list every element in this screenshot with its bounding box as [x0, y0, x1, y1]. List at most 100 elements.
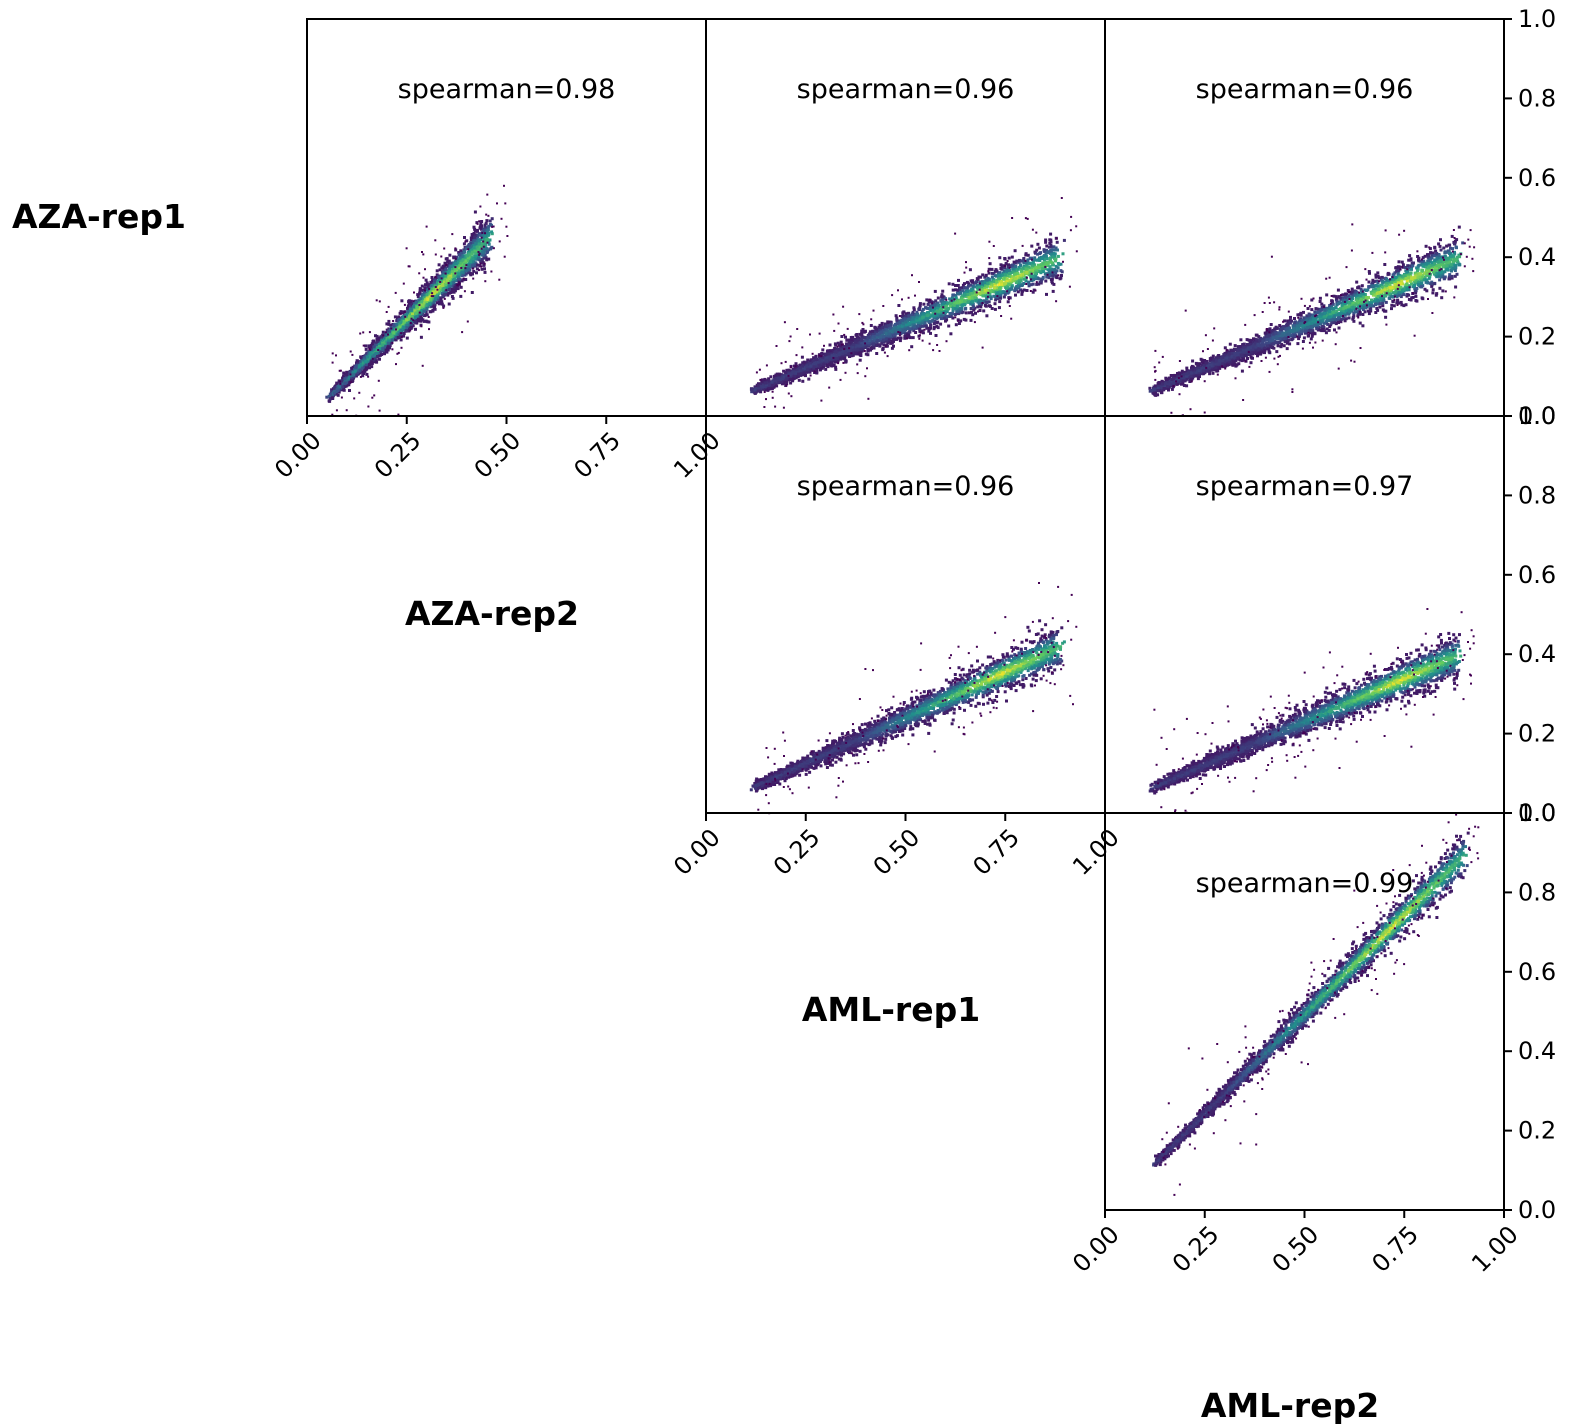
- density-cell: [991, 277, 995, 281]
- outlier-point: [418, 311, 421, 314]
- density-cell: [987, 289, 991, 292]
- density-cell: [954, 284, 957, 287]
- density-cell: [958, 310, 962, 314]
- density-cell: [473, 263, 476, 267]
- density-cell: [342, 386, 346, 390]
- density-cell: [423, 304, 427, 308]
- density-cell: [995, 288, 999, 292]
- density-cell: [389, 323, 393, 327]
- density-cell: [434, 294, 438, 298]
- outlier-point: [350, 381, 353, 384]
- density-cell: [820, 363, 824, 367]
- outlier-point: [436, 288, 439, 291]
- density-cell: [414, 301, 418, 304]
- density-cell: [330, 390, 334, 394]
- density-cell: [1003, 273, 1007, 277]
- density-cell: [990, 307, 994, 310]
- density-cell: [990, 283, 994, 287]
- density-cell: [343, 384, 347, 388]
- density-cell: [429, 290, 433, 294]
- density-cell: [799, 372, 803, 376]
- density-cell: [482, 256, 486, 260]
- density-cell: [988, 285, 992, 289]
- density-cell: [789, 381, 793, 385]
- outlier-point: [421, 364, 424, 367]
- density-cell: [465, 254, 469, 258]
- density-cell: [362, 370, 366, 373]
- density-cell: [394, 332, 398, 336]
- density-cell: [1034, 251, 1037, 255]
- density-cell: [401, 316, 405, 320]
- density-cell: [948, 297, 952, 301]
- density-cell: [439, 297, 443, 301]
- density-cell: [936, 296, 940, 300]
- outlier-point: [472, 277, 475, 280]
- density-cell: [834, 367, 838, 371]
- density-cell: [922, 302, 926, 306]
- density-cell: [794, 371, 797, 375]
- density-cell: [433, 287, 437, 291]
- outlier-point: [359, 332, 362, 335]
- density-cell: [927, 327, 931, 331]
- density-cell: [823, 361, 827, 365]
- density-cell: [801, 379, 805, 383]
- outlier-point: [478, 269, 480, 272]
- density-cell: [398, 322, 402, 326]
- density-cell: [425, 306, 429, 310]
- spearman-annotation: spearman=0.98: [398, 74, 616, 105]
- density-cell: [442, 270, 446, 274]
- density-cell: [410, 315, 414, 319]
- density-cell: [467, 243, 471, 247]
- density-cell: [833, 360, 837, 363]
- density-cell: [1033, 275, 1037, 279]
- density-cell: [802, 362, 806, 366]
- density-cell: [903, 334, 907, 338]
- density-cell: [845, 344, 849, 348]
- outlier-point: [454, 272, 457, 275]
- density-cell: [490, 230, 494, 234]
- x-tick-label: 1.00: [668, 426, 726, 484]
- density-cell: [961, 310, 965, 314]
- density-cell: [422, 319, 426, 323]
- density-cell: [442, 268, 446, 272]
- density-cell: [943, 297, 947, 301]
- density-cell: [419, 300, 423, 304]
- density-cell: [354, 374, 358, 378]
- density-cell: [999, 293, 1003, 297]
- outlier-point: [424, 268, 426, 271]
- density-cell: [963, 282, 966, 286]
- outlier-point: [434, 239, 437, 242]
- density-cell: [1056, 254, 1060, 258]
- density-cell: [1014, 265, 1018, 268]
- density-cell: [396, 333, 399, 337]
- density-cell: [1007, 296, 1011, 300]
- density-cell: [802, 367, 806, 371]
- density-cell: [467, 258, 470, 262]
- density-cell: [954, 288, 958, 292]
- density-cell: [1030, 266, 1034, 270]
- density-cell: [424, 283, 427, 287]
- density-cell: [472, 269, 476, 273]
- density-cell: [1002, 295, 1006, 299]
- outlier-point: [413, 291, 415, 294]
- density-cell: [370, 343, 374, 347]
- density-cell: [405, 321, 409, 325]
- density-cell: [435, 269, 439, 273]
- density-cell: [463, 236, 466, 239]
- density-cell: [796, 370, 800, 373]
- density-cell: [866, 341, 870, 345]
- density-cell: [462, 242, 466, 246]
- outlier-point: [421, 251, 423, 253]
- density-cell: [404, 316, 408, 320]
- density-cell: [976, 286, 979, 290]
- density-cell: [980, 299, 984, 303]
- density-cell: [1038, 252, 1042, 255]
- density-cell: [355, 372, 359, 376]
- density-cell: [1020, 292, 1024, 296]
- density-cell: [791, 378, 795, 382]
- density-cell: [977, 275, 981, 279]
- density-cell: [961, 299, 965, 303]
- density-cell: [431, 279, 434, 283]
- outlier-point: [378, 409, 381, 412]
- density-cell: [852, 350, 855, 354]
